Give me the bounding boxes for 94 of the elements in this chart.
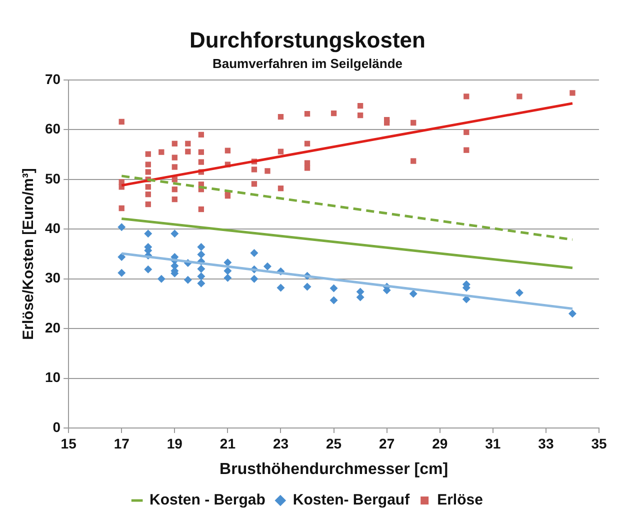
point [145,201,151,208]
point [570,90,576,96]
y-tick-label: 50 [44,170,61,186]
point [330,110,337,116]
y-tick-label: 10 [44,369,61,386]
x-tick-label: 27 [379,435,395,452]
point [185,140,191,146]
x-tick-label: 23 [272,435,289,452]
point [251,166,258,172]
x-tick-label: 15 [60,435,77,452]
point [198,206,204,212]
point [172,186,178,192]
point [118,268,126,277]
point [172,154,178,160]
point [568,310,576,318]
point [170,230,179,238]
x-axis-title: Brusthöhendurchmesser [cm] [220,460,448,478]
point [304,110,310,117]
point [145,169,151,175]
point [158,149,164,155]
point [184,276,192,284]
point [145,192,151,198]
y-tick-label: 30 [44,270,61,286]
x-tick-label: 25 [326,435,342,452]
point [278,148,284,154]
point [516,94,522,100]
y-axis-title: Erlöse/Kosten [Euro/m³] [20,168,38,340]
point [251,181,258,187]
point [303,282,312,291]
point [144,230,152,238]
y-tick-label: 40 [44,220,61,236]
point [264,168,270,174]
point [224,266,232,275]
point [197,250,206,258]
y-tick-label: 20 [44,319,61,336]
point [278,114,284,120]
y-tick-label: 60 [44,120,61,137]
point [304,165,310,171]
point [197,279,206,288]
legend-label: Kosten - Bergab [150,492,266,509]
point [145,184,151,190]
point [118,205,124,212]
point [172,140,178,146]
point [118,118,124,125]
point [357,112,364,118]
x-tick-label: 29 [432,435,448,452]
point [357,103,364,109]
point [198,159,204,165]
point [198,149,204,155]
point [224,258,232,266]
point [144,265,152,274]
point [224,148,231,154]
point [304,140,310,146]
point [172,196,178,202]
legend-label: Erlöse [437,492,483,509]
x-tick-label: 31 [485,435,501,452]
point [410,120,416,126]
point [172,164,178,170]
point [197,264,206,273]
point [145,162,151,168]
point [464,94,470,100]
point [197,243,206,252]
point [276,284,285,292]
chart-subtitle: Baumverfahren im Seilgelände [212,56,403,71]
y-tick-label: 0 [52,418,61,435]
point [157,274,166,283]
point [409,290,418,298]
point [250,249,258,258]
point [145,151,151,157]
point [224,274,232,282]
x-tick-label: 17 [114,435,130,452]
point [330,296,338,304]
chart-title: Durchforstungskosten [190,27,426,52]
point [185,148,191,154]
y-tick-label: 70 [44,70,61,87]
point [330,284,338,292]
point [464,147,470,153]
point [118,223,126,232]
point [197,272,206,280]
point [384,120,390,126]
legend-label: Kosten- Bergauf [292,492,411,509]
point [515,288,524,297]
point [464,129,470,136]
x-tick-label: 35 [591,435,607,452]
x-tick-label: 21 [220,435,236,452]
x-tick-label: 19 [166,435,183,452]
point [224,193,231,199]
point [250,274,258,283]
point [118,252,126,261]
point [263,262,272,270]
point [410,158,416,164]
x-tick-label: 33 [538,435,554,452]
point [198,132,204,138]
point [278,186,284,192]
